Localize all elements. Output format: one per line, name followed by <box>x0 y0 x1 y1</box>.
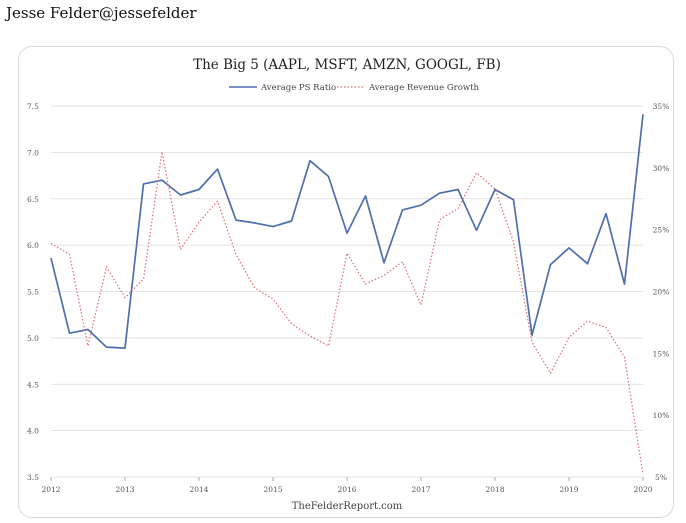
x-tick-label: 2018 <box>485 485 504 494</box>
chart-card[interactable]: The Big 5 (AAPL, MSFT, AMZN, GOOGL, FB) … <box>18 46 674 518</box>
legend-label-ps-ratio: Average PS Ratio <box>260 83 336 93</box>
right-tick-label: 15% <box>653 349 670 358</box>
x-tick-label: 2013 <box>115 485 134 494</box>
x-tick-label: 2017 <box>411 485 430 494</box>
x-tick-label: 2020 <box>633 485 652 494</box>
legend-label-revenue-growth: Average Revenue Growth <box>368 83 480 93</box>
right-tick-label: 25% <box>653 226 670 235</box>
series-line-ps-ratio <box>50 114 644 349</box>
x-tick-label: 2014 <box>189 485 208 494</box>
x-tick-label: 2015 <box>263 485 282 494</box>
left-tick-label: 4.5 <box>27 380 39 389</box>
x-axis-ticks: 2012 2013 2014 2015 2016 2017 2018 2019 2020 <box>41 477 653 494</box>
left-tick-label: 5.5 <box>27 288 39 297</box>
left-tick-label: 3.5 <box>27 473 39 482</box>
left-axis-ticks: 3.5 4.0 4.5 5.0 5.5 6.0 6.5 7.0 7.5 <box>27 102 39 482</box>
series-layer <box>50 114 644 475</box>
right-tick-label: 5% <box>655 473 667 482</box>
chart-legend: Average PS Ratio Average Revenue Growth <box>229 83 480 93</box>
left-tick-label: 4.0 <box>27 427 39 436</box>
right-tick-label: 30% <box>653 164 670 173</box>
left-tick-label: 5.0 <box>27 334 39 343</box>
right-tick-label: 35% <box>653 102 670 111</box>
line-chart: The Big 5 (AAPL, MSFT, AMZN, GOOGL, FB) … <box>27 57 670 512</box>
series-line-revenue-growth <box>50 151 644 475</box>
chart-source: TheFelderReport.com <box>292 501 403 512</box>
x-tick-label: 2019 <box>559 485 578 494</box>
right-axis-ticks: 5% 10% 15% 20% 25% 30% 35% <box>653 102 670 482</box>
tweet-author: Jesse Felder@jessefelder <box>6 4 197 22</box>
right-tick-label: 10% <box>653 411 670 420</box>
right-tick-label: 20% <box>653 288 670 297</box>
chart-title: The Big 5 (AAPL, MSFT, AMZN, GOOGL, FB) <box>193 57 501 73</box>
x-tick-label: 2012 <box>41 485 60 494</box>
left-tick-label: 7.0 <box>27 148 39 157</box>
chart-grid <box>51 105 643 478</box>
x-tick-label: 2016 <box>337 485 356 494</box>
left-tick-label: 7.5 <box>27 102 39 111</box>
left-tick-label: 6.0 <box>27 241 39 250</box>
left-tick-label: 6.5 <box>27 195 39 204</box>
